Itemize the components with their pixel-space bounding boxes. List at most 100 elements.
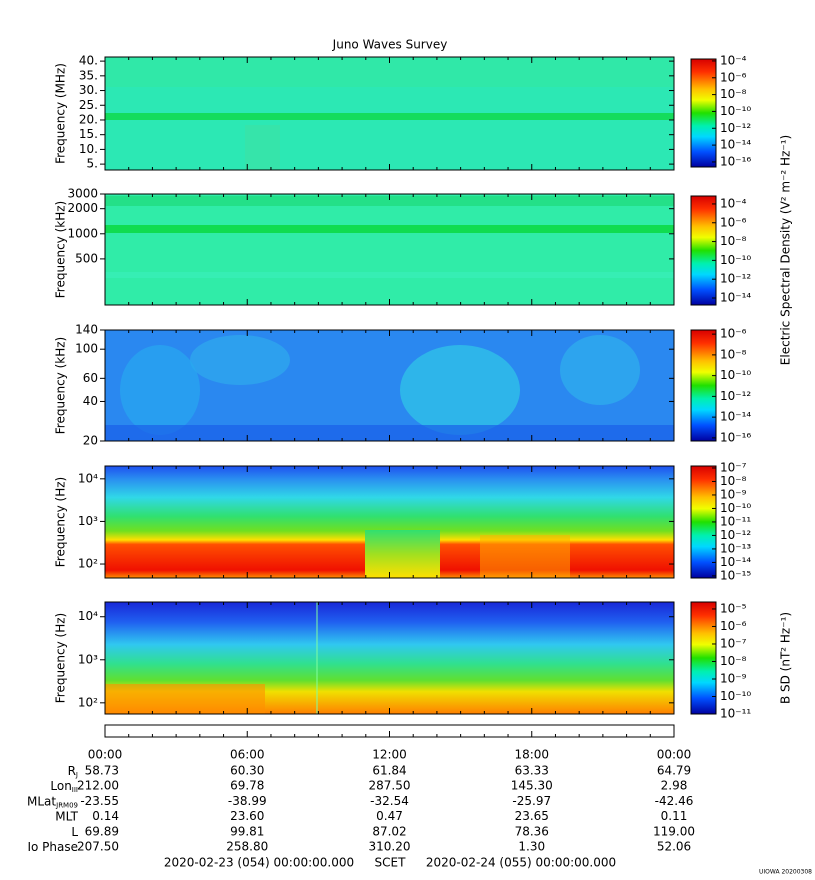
z-tick-label: 10⁻⁸ — [720, 347, 747, 361]
y-tick-label: 500 — [75, 251, 98, 265]
ephemeris-label: RJ — [68, 764, 78, 780]
ephemeris-value: 69.89 — [85, 824, 119, 838]
label: L — [71, 824, 78, 838]
ephemeris-value: 87.02 — [372, 824, 406, 838]
y-axis-label: Frequency (MHz) — [54, 63, 68, 164]
x-tick-label: 00:00 — [88, 748, 123, 762]
ephemeris-value: 119.00 — [653, 824, 695, 838]
colorbar — [691, 330, 716, 441]
y-tick-label: 10² — [78, 557, 98, 571]
ephemeris-value: 23.60 — [230, 809, 264, 823]
z-tick-label: 10⁻⁸ — [720, 87, 747, 101]
ephemeris-value: 212.00 — [77, 779, 119, 793]
ephemeris-value: 52.06 — [657, 840, 691, 854]
ephemeris-value: 58.73 — [85, 764, 119, 778]
z-tick-label: 10⁻⁹ — [720, 671, 747, 685]
y-tick-label: 10. — [79, 142, 98, 156]
ephemeris-value: 145.30 — [511, 779, 553, 793]
z-tick-label: 10⁻⁸ — [720, 234, 747, 248]
z-tick-label: 10⁻¹² — [720, 389, 751, 403]
ephemeris-value: 0.47 — [376, 809, 403, 823]
y-tick-label: 5. — [87, 157, 98, 171]
ephemeris-value: 287.50 — [369, 779, 411, 793]
ephemeris-value: 63.33 — [515, 764, 549, 778]
z-tick-label: 10⁻⁶ — [720, 70, 747, 84]
z-tick-label: 10⁻⁷ — [720, 636, 747, 650]
z-tick-label: 10⁻¹⁴ — [720, 410, 751, 424]
label-subscript: III — [72, 786, 78, 794]
z-tick-label: 10⁻⁹ — [720, 487, 747, 501]
ephemeris-value: 60.30 — [230, 764, 264, 778]
footer: UIOWA 20200308 — [759, 869, 812, 876]
y-tick-label: 40. — [79, 54, 98, 68]
y-tick-label: 140 — [75, 323, 98, 337]
y-tick-label: 10³ — [78, 514, 98, 528]
label: R — [68, 764, 76, 778]
z-tick-label: 10⁻⁷ — [720, 460, 747, 474]
z-tick-label: 10⁻⁴ — [720, 196, 747, 210]
y-tick-label: 35. — [79, 68, 98, 82]
y-tick-label: 10⁴ — [78, 471, 98, 485]
colorbar — [691, 59, 716, 167]
z-tick-label: 10⁻⁵ — [720, 601, 747, 615]
y-tick-label: 100 — [75, 342, 98, 356]
spectrogram-image — [105, 466, 674, 578]
ephemeris-label: MLT — [55, 809, 78, 823]
ephemeris-label: MLatJRM09 — [27, 794, 78, 810]
ephemeris-value: 23.65 — [515, 809, 549, 823]
ephemeris-value: 64.79 — [657, 764, 691, 778]
y-tick-label: 60 — [83, 371, 98, 385]
colorbar-frame — [690, 58, 717, 168]
colorbar-label: Electric Spectral Density (V² m⁻² Hz⁻¹) — [779, 135, 793, 365]
ephemeris-value: 69.78 — [230, 779, 264, 793]
colorbar-label: B SD (nT² Hz⁻¹) — [779, 612, 793, 704]
z-tick-label: 10⁻¹⁵ — [720, 568, 751, 582]
ephemeris-value: 0.11 — [661, 809, 688, 823]
y-axis-label: Frequency (kHz) — [54, 337, 68, 434]
y-tick-label: 10² — [78, 695, 98, 709]
y-tick-label: 25. — [79, 98, 98, 112]
ephemeris-label: L — [71, 824, 78, 838]
ephemeris-value: -38.99 — [228, 794, 267, 808]
ephemeris-value: -25.97 — [512, 794, 551, 808]
y-tick-label: 30. — [79, 83, 98, 97]
label-subscript: JRM09 — [55, 801, 78, 809]
x-tick-label: 00:00 — [657, 748, 692, 762]
x-tick-label: 18:00 — [514, 748, 549, 762]
y-tick-label: 2000 — [67, 201, 98, 215]
z-tick-label: 10⁻¹² — [720, 528, 751, 542]
y-tick-label: 20. — [79, 112, 98, 126]
z-tick-label: 10⁻¹⁰ — [720, 689, 751, 703]
z-tick-label: 10⁻¹⁰ — [720, 368, 751, 382]
spectrogram-image — [105, 330, 674, 441]
z-tick-label: 10⁻¹¹ — [720, 514, 751, 528]
ephemeris-value: 310.20 — [369, 840, 411, 854]
ephemeris-value: -23.55 — [80, 794, 119, 808]
z-tick-label: 10⁻¹⁴ — [720, 555, 751, 569]
y-tick-label: 10³ — [78, 652, 98, 666]
y-axis-label: Frequency (Hz) — [54, 477, 68, 568]
z-tick-label: 10⁻⁶ — [720, 215, 747, 229]
colorbar-frame — [690, 601, 717, 715]
ephemeris-value: 61.84 — [372, 764, 406, 778]
y-axis-label: Frequency (Hz) — [54, 613, 68, 704]
ephemeris-value: 99.81 — [230, 824, 264, 838]
ephemeris-value: 207.50 — [77, 840, 119, 854]
ephemeris-value: 258.80 — [226, 840, 268, 854]
y-tick-label: 10⁴ — [78, 609, 98, 623]
ephemeris-value: 78.36 — [515, 824, 549, 838]
start-time: 2020-02-23 (054) 00:00:00.000 — [164, 856, 354, 870]
colorbar-frame — [690, 195, 717, 306]
z-tick-label: 10⁻⁴ — [720, 53, 747, 67]
z-tick-label: 10⁻¹⁰ — [720, 501, 751, 515]
x-tick-label: 12:00 — [372, 748, 407, 762]
ephemeris-value: -42.46 — [655, 794, 694, 808]
z-tick-label: 10⁻⁶ — [720, 327, 747, 341]
y-tick-label: 3000 — [67, 187, 98, 201]
end-time: 2020-02-24 (055) 00:00:00.000 — [426, 856, 616, 870]
z-tick-label: 10⁻¹⁰ — [720, 253, 751, 267]
z-tick-label: 10⁻¹² — [720, 121, 751, 135]
z-tick-label: 10⁻⁶ — [720, 619, 747, 633]
z-tick-label: 10⁻¹⁴ — [720, 290, 751, 304]
